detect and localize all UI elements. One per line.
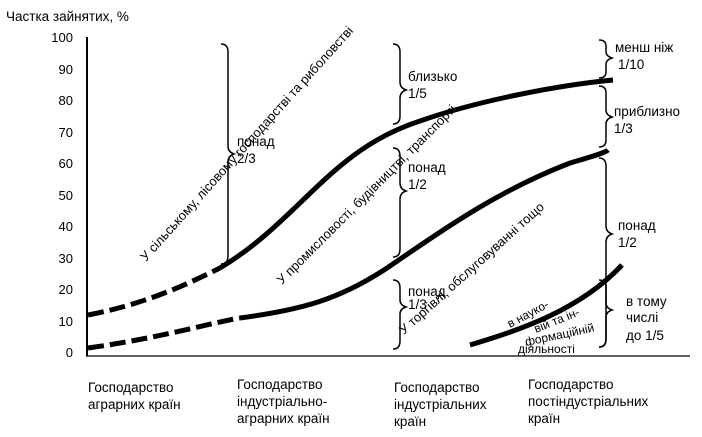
bracket-label-4-line1: понад (408, 284, 446, 299)
y-tick-10: 10 (59, 314, 73, 329)
y-tick-70: 70 (59, 125, 73, 140)
bracket-label-7-line2: 1/2 (618, 235, 637, 250)
curve-labels: У сільському, лісовому господарстві та р… (137, 23, 595, 356)
y-tick-90: 90 (59, 62, 73, 77)
stage-label-industrial: Господарство індустріальних країн (394, 379, 487, 430)
bracket-industry-1of3 (392, 279, 409, 350)
y-tick-20: 20 (59, 282, 73, 297)
stage-label-agrarian-line1: Господарство (88, 380, 174, 395)
bracket-label-8-line3: до 1/5 (626, 328, 664, 343)
stage-label-industrial-agrarian-line1: Господарство (237, 377, 323, 392)
stage-label-industrial-agrarian-line3: аграрних країн (237, 411, 330, 426)
stage-label-postindustrial-line1: Господарство (528, 377, 614, 392)
stage-label-postindustrial-line3: країн (528, 411, 561, 426)
stage-label-industrial-agrarian: Господарство індустріально- аграрних кра… (237, 376, 330, 427)
bracket-post-1of10 (598, 39, 615, 79)
stage-label-industrial-line2: індустріальних (394, 397, 487, 412)
bracket-industry-1of2 (392, 147, 409, 258)
bracket-label-3-line2: 1/2 (408, 177, 427, 192)
y-tick-50: 50 (59, 188, 73, 203)
bracket-agriculture-1of5 (392, 43, 409, 125)
bracket-label-5-line2: 1/10 (618, 57, 644, 72)
industry-curve-label: У промисловості, будівництві, транспорті (274, 102, 459, 287)
stage-label-postindustrial-line2: постіндустріальних (528, 394, 649, 409)
bracket-label-2-line1: близько (408, 69, 457, 84)
stage-label-agrarian: Господарство аграрних країн (88, 379, 181, 413)
y-axis-title: Частка зайнятих, % (6, 9, 129, 24)
bracket-label-8-line2: числі (626, 310, 658, 325)
y-tick-80: 80 (59, 93, 73, 108)
stage-label-industrial-line3: країн (394, 414, 427, 429)
y-tick-100: 100 (51, 30, 73, 45)
bracket-label-4-line2: 1/3 (408, 297, 427, 312)
industry-curve-dashed (87, 315, 241, 351)
bracket-label-6-line2: 1/3 (614, 121, 633, 136)
agriculture-curve (218, 77, 614, 271)
bracket-labels: понад 2/3 близько 1/5 понад 1/2 понад 1/… (237, 40, 680, 343)
brackets (220, 39, 615, 350)
stage-label-postindustrial: Господарство постіндустріальних країн (528, 376, 648, 427)
y-tick-0: 0 (66, 345, 73, 360)
bracket-label-2-line2: 1/5 (408, 86, 427, 101)
bracket-post-1of5 (598, 279, 615, 348)
bracket-label-1-line1: понад (237, 134, 275, 149)
bracket-agriculture-2of3 (220, 43, 237, 265)
stage-label-industrial-line1: Господарство (394, 380, 480, 395)
bracket-label-7-line1: понад (618, 218, 656, 233)
y-axis-ticks: 100 90 80 70 60 50 40 30 20 10 0 (51, 30, 73, 360)
bracket-post-1of3 (598, 85, 615, 148)
bracket-label-6-line1: приблизно (614, 104, 680, 119)
bracket-label-1-line2: 2/3 (237, 151, 256, 166)
bracket-label-5-line1: менш ніж (615, 40, 673, 55)
y-tick-30: 30 (59, 251, 73, 266)
bracket-label-8-line1: в тому (626, 294, 667, 309)
stage-label-agrarian-line2: аграрних країн (88, 397, 181, 412)
industry-curve (239, 147, 610, 321)
science-label-4: діяльності (518, 342, 575, 356)
bracket-label-3-line1: понад (408, 160, 446, 175)
y-tick-40: 40 (59, 219, 73, 234)
y-tick-60: 60 (59, 156, 73, 171)
agriculture-curve-dashed (87, 265, 222, 318)
stage-label-industrial-agrarian-line2: індустріально- (237, 394, 328, 409)
